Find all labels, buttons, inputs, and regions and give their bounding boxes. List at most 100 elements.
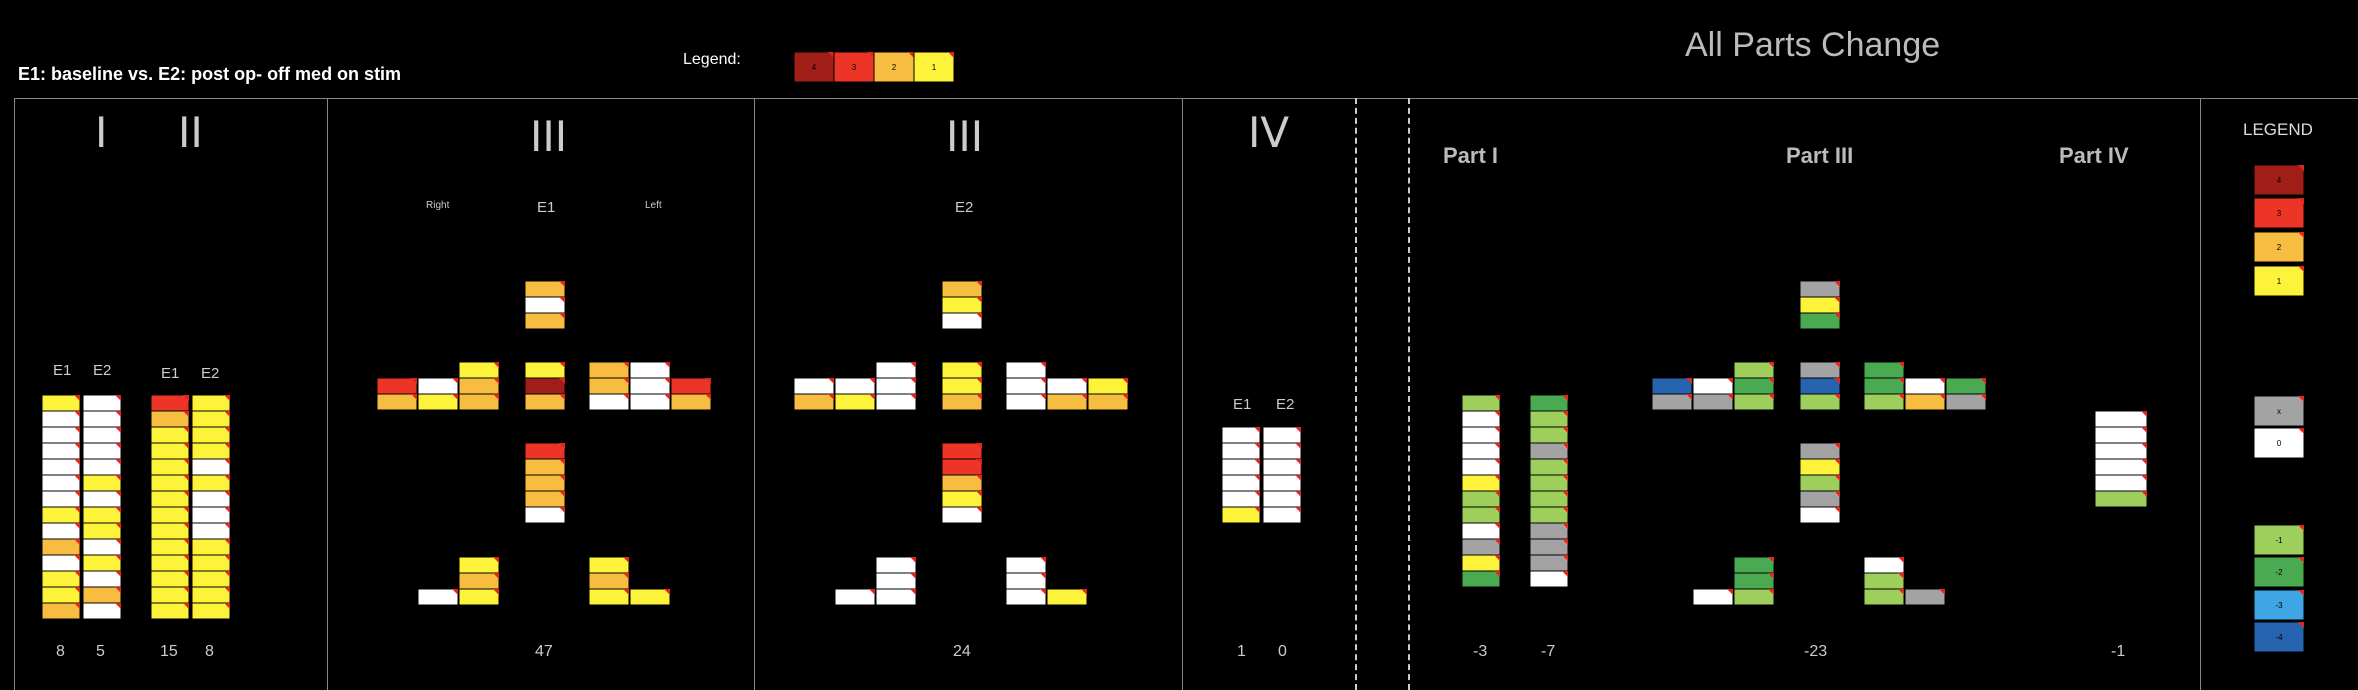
cell-ii-e1: [150, 474, 190, 492]
side-legend-swatch: x: [2253, 395, 2305, 427]
cell-iii-e2-right-arm: [834, 393, 876, 411]
cell-iii-e1-left-arm: [629, 393, 671, 411]
cell-part-iii-right-arm: [1651, 393, 1693, 411]
cell-iii-e2-neck: [941, 393, 983, 411]
cell-iii-e1-torso: [524, 458, 566, 476]
cell-i-e2: [82, 506, 122, 524]
side-legend-swatch: 1: [2253, 265, 2305, 297]
cell-ii-e1: [150, 570, 190, 588]
cell-i-e1: [41, 570, 81, 588]
cell-part-iii-left-arm: [1945, 393, 1987, 411]
cell-i-e2: [82, 458, 122, 476]
panel-title-iv: IV: [1248, 108, 1290, 157]
cell-i-e2: [82, 522, 122, 540]
col-label-i-e2: E2: [93, 362, 112, 379]
cell-i-e1: [41, 522, 81, 540]
svg-text:-4: -4: [2275, 633, 2283, 642]
cell-i-e1: [41, 394, 81, 412]
cell-iii-e2-head: [941, 296, 983, 314]
page-title: All Parts Change: [1685, 26, 1941, 64]
panel-title-i: I: [95, 108, 108, 157]
cell-i-e2: [82, 394, 122, 412]
cell-ii-e2: [191, 602, 231, 620]
cell-ii-e2: [191, 458, 231, 476]
score-part-i-a: -3: [1473, 643, 1488, 660]
cell-part-iv: [2094, 426, 2148, 444]
cell-part-iii-torso: [1799, 490, 1841, 508]
cell-iii-e2-left-leg: [1005, 572, 1047, 590]
cell-iii-e2-torso: [941, 458, 983, 476]
cell-ii-e2: [191, 570, 231, 588]
cell-part-iii-right-leg: [1692, 588, 1734, 606]
cell-iii-e1-left-arm: [588, 361, 630, 379]
cell-iii-e1-right-leg: [458, 572, 500, 590]
cell-i-e1: [41, 426, 81, 444]
side-legend-swatch: -1: [2253, 524, 2305, 556]
cell-part-iv: [2094, 474, 2148, 492]
cell-iii-e2-head: [941, 280, 983, 298]
top-legend-swatch: 2: [873, 51, 915, 83]
cell-ii-e1: [150, 410, 190, 428]
cell-part-iv: [2094, 458, 2148, 476]
cell-iii-e2-neck: [941, 377, 983, 395]
cell-ii-e1: [150, 426, 190, 444]
cell-iii-e2-left-arm: [1087, 377, 1129, 395]
cell-ii-e1: [150, 490, 190, 508]
cell-part-iii-left-arm: [1945, 377, 1987, 395]
cell-part-iii-head: [1799, 280, 1841, 298]
cell-iii-e2-torso: [941, 442, 983, 460]
cell-iii-e1-right-arm: [458, 377, 500, 395]
cell-part-iii-neck: [1799, 393, 1841, 411]
top-legend-swatch: 4: [793, 51, 835, 83]
cell-part-i-b: [1529, 474, 1569, 492]
cell-part-iii-left-leg: [1904, 588, 1946, 606]
panel-divider-dashed: [1355, 98, 1357, 690]
cell-iii-e2-right-arm: [875, 361, 917, 379]
cell-iv-e1: [1221, 458, 1261, 476]
cell-iii-e1-right-arm: [417, 377, 459, 395]
cell-i-e2: [82, 538, 122, 556]
top-legend-swatch: 3: [833, 51, 875, 83]
cell-part-iii-right-arm: [1692, 377, 1734, 395]
cell-iii-e1-torso: [524, 474, 566, 492]
cell-part-i-b: [1529, 506, 1569, 524]
cell-part-i-a: [1461, 490, 1501, 508]
cell-part-iii-right-leg: [1733, 556, 1775, 574]
cell-part-iii-right-arm: [1733, 393, 1775, 411]
cell-part-i-b: [1529, 570, 1569, 588]
cell-iii-e1-right-arm: [417, 393, 459, 411]
cell-iii-e2-left-arm: [1046, 393, 1088, 411]
cell-ii-e2: [191, 554, 231, 572]
col-label-ii-e1: E1: [161, 365, 180, 382]
svg-text:1: 1: [932, 63, 937, 72]
left-side-label: Left: [645, 200, 662, 211]
cell-part-iii-torso: [1799, 442, 1841, 460]
cell-iii-e1-head: [524, 296, 566, 314]
cell-i-e2: [82, 410, 122, 428]
cell-part-iii-left-leg: [1863, 572, 1905, 590]
cell-part-i-a: [1461, 426, 1501, 444]
score-part-iii: -23: [1804, 643, 1828, 660]
svg-text:-1: -1: [2275, 536, 2283, 545]
panel-divider-dashed: [1408, 98, 1410, 690]
cell-iv-e1: [1221, 506, 1261, 524]
cell-iii-e1-left-leg: [629, 588, 671, 606]
cell-ii-e2: [191, 522, 231, 540]
cell-part-iv: [2094, 490, 2148, 508]
cell-i-e1: [41, 490, 81, 508]
cell-part-iv: [2094, 410, 2148, 428]
part-i-title: Part I: [1443, 143, 1499, 168]
cell-part-iii-left-arm: [1863, 377, 1905, 395]
cell-part-i-b: [1529, 490, 1569, 508]
panel-title-ii: II: [178, 108, 203, 157]
panel-title-iii-e2: III: [946, 112, 984, 161]
cell-iii-e1-left-arm: [670, 393, 712, 411]
cell-part-i-a: [1461, 474, 1501, 492]
cell-iv-e2: [1262, 506, 1302, 524]
cell-part-iii-torso: [1799, 474, 1841, 492]
cell-part-i-b: [1529, 458, 1569, 476]
col-label-iv-e1: E1: [1233, 396, 1252, 413]
cell-i-e2: [82, 570, 122, 588]
cell-part-i-a: [1461, 458, 1501, 476]
cell-part-iii-left-arm: [1904, 377, 1946, 395]
